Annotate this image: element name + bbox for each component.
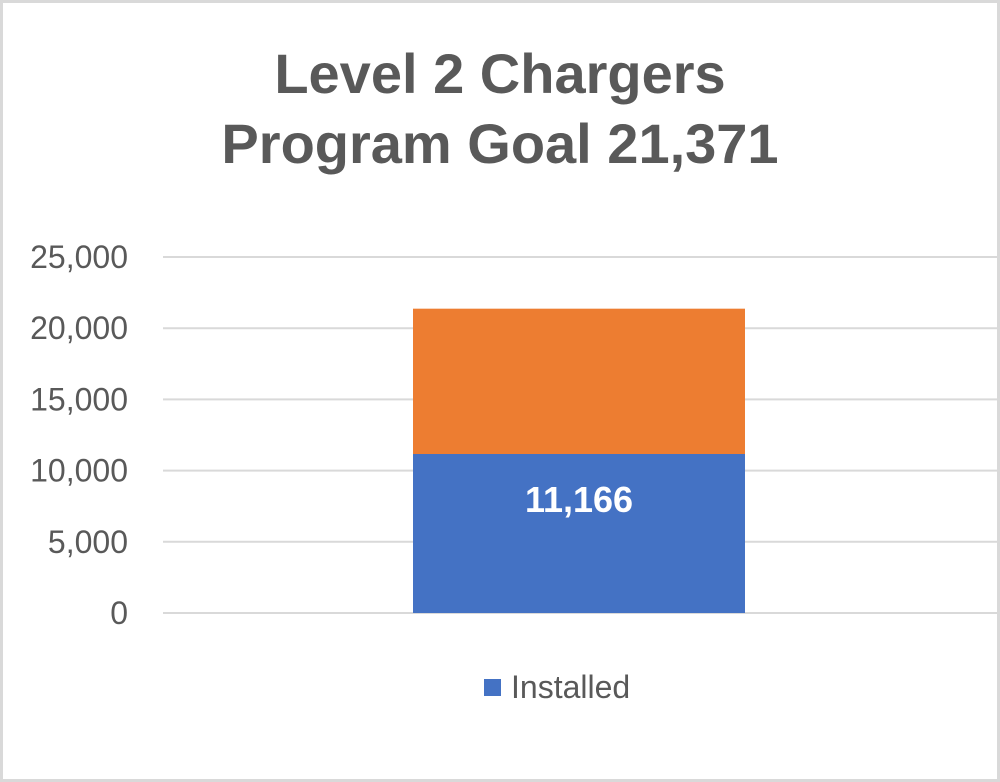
chart-title-line-2: Program Goal 21,371: [221, 112, 778, 175]
y-tick-label: 15,000: [30, 381, 128, 417]
chart-title: Level 2 Chargers Program Goal 21,371: [221, 42, 778, 175]
bar-segment-0: [413, 453, 745, 613]
legend: Installed: [484, 669, 630, 705]
y-axis-tick-labels: 0 5,000 10,000 15,000 20,000 25,000: [30, 239, 128, 631]
data-labels: 11,166: [525, 479, 633, 520]
y-tick-label: 0: [110, 595, 128, 631]
y-tick-label: 20,000: [30, 310, 128, 346]
data-label: 11,166: [525, 479, 633, 520]
y-tick-label: 5,000: [48, 524, 128, 560]
legend-swatch: [484, 679, 501, 696]
chart-title-line-1: Level 2 Chargers: [274, 42, 725, 105]
bar-segment-1: [413, 308, 745, 454]
bars: [413, 308, 745, 613]
y-tick-label: 25,000: [30, 239, 128, 275]
legend-label: Installed: [511, 669, 630, 705]
y-tick-label: 10,000: [30, 453, 128, 489]
